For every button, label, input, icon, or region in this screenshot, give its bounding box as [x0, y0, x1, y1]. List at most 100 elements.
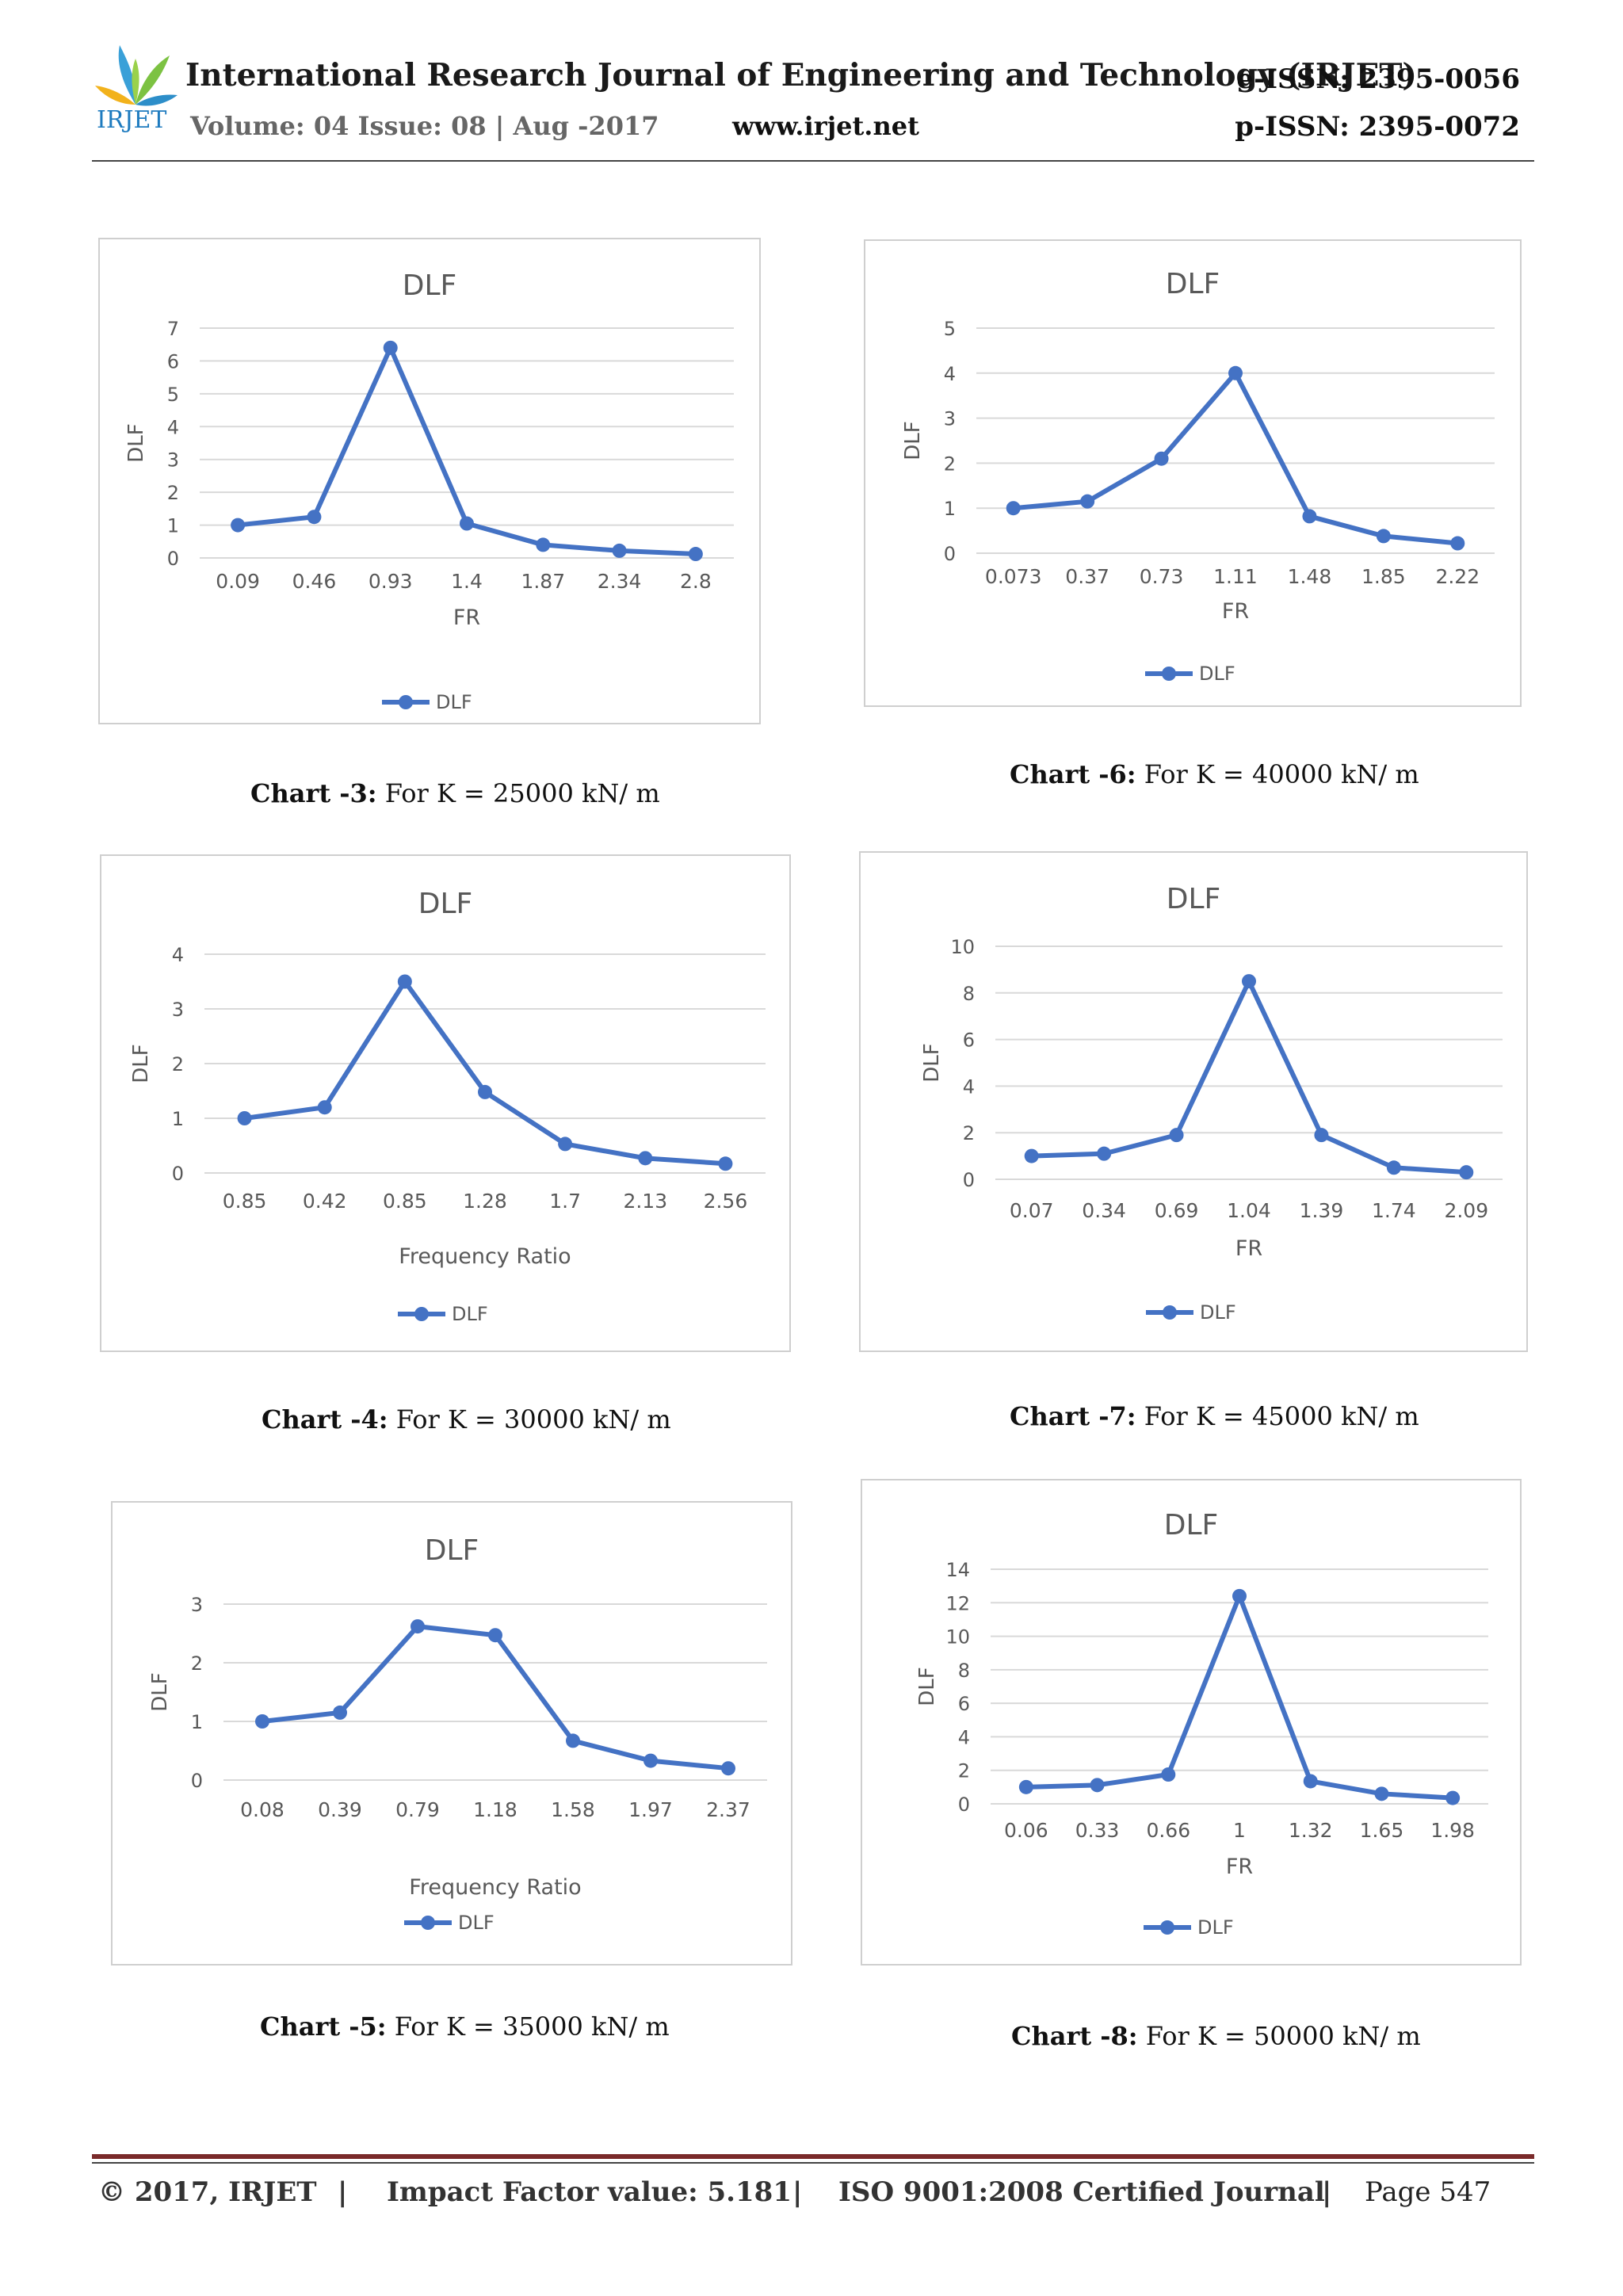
- y-axis-label: DLF: [129, 1044, 153, 1083]
- p-issn: p-ISSN: 2395-0072: [1235, 111, 1520, 143]
- data-point: [1161, 1767, 1176, 1782]
- footer-page-number: Page 547: [1365, 2176, 1491, 2208]
- x-tick-label: 1.97: [628, 1798, 673, 1821]
- y-tick-label: 3: [167, 449, 179, 472]
- y-tick-label: 6: [963, 1030, 975, 1052]
- x-tick-label: 0.42: [303, 1190, 347, 1213]
- caption-chart-8: Chart -8: For K = 50000 kN/ m: [1011, 2021, 1421, 2051]
- logo-text: IRJET: [97, 106, 167, 134]
- y-tick-label: 4: [958, 1726, 970, 1748]
- legend-entry: DLF: [1200, 1301, 1236, 1324]
- footer-rule-thick: [92, 2154, 1534, 2159]
- irjet-logo: IRJET: [92, 41, 179, 144]
- data-point: [1169, 1128, 1184, 1143]
- caption-label: Chart -6:: [1010, 759, 1136, 789]
- chart-title: DLF: [1167, 883, 1220, 915]
- data-point: [1228, 365, 1243, 380]
- caption-chart-3: Chart -3: For K = 25000 kN/ m: [250, 778, 660, 808]
- data-point: [721, 1761, 735, 1776]
- data-point: [460, 516, 474, 531]
- y-tick-label: 0: [172, 1163, 184, 1185]
- footer-separator: |: [1322, 2176, 1332, 2208]
- y-tick-label: 3: [191, 1594, 203, 1616]
- journal-website: www.irjet.net: [732, 111, 919, 141]
- legend-entry: DLF: [452, 1303, 488, 1325]
- legend-marker-icon: [421, 1916, 435, 1930]
- volume-info: Volume: 04 Issue: 08 | Aug -2017: [190, 111, 659, 141]
- y-tick-label: 2: [172, 1053, 184, 1075]
- x-tick-label: 1.18: [473, 1798, 517, 1821]
- legend-marker-icon: [1160, 1920, 1174, 1935]
- data-point: [237, 1111, 252, 1125]
- caption-label: Chart -4:: [262, 1404, 388, 1435]
- y-tick-label: 7: [167, 318, 179, 340]
- caption-chart-4: Chart -4: For K = 30000 kN/ m: [262, 1404, 671, 1435]
- x-tick-label: 1.28: [463, 1190, 507, 1213]
- footer-impact-factor: Impact Factor value: 5.181: [387, 2176, 792, 2208]
- y-tick-label: 10: [945, 1626, 970, 1648]
- x-tick-label: 1: [1233, 1819, 1246, 1842]
- y-tick-label: 8: [958, 1660, 970, 1682]
- data-point: [612, 543, 627, 558]
- y-axis-label: DLF: [901, 421, 925, 460]
- caption-label: Chart -7:: [1010, 1401, 1136, 1431]
- chart-5-box: DLF 0 1 2 3 DLF 0.08 0.39 0.79 1.18 1.58 1.97 2.37 Fr…: [111, 1501, 792, 1966]
- chart-4-box: DLF 0 1 2 3 4 DLF 0.85 0.42 0.85 1.28 1.7 2.13 2.56 Fr…: [100, 854, 791, 1352]
- x-tick-label: 1.58: [551, 1798, 595, 1821]
- x-tick-label: 0.79: [395, 1798, 440, 1821]
- chart-title: DLF: [425, 1534, 479, 1567]
- y-tick-label: 0: [167, 548, 179, 570]
- y-tick-label: 2: [191, 1652, 203, 1675]
- x-tick-label: 0.33: [1075, 1819, 1120, 1842]
- series-line: [262, 1624, 729, 1771]
- y-axis-label: DLF: [915, 1667, 939, 1706]
- data-point: [1242, 974, 1256, 989]
- legend-marker-icon: [1163, 1305, 1177, 1320]
- data-point: [411, 1619, 425, 1634]
- data-point: [688, 547, 703, 562]
- y-tick-label: 5: [944, 318, 956, 340]
- data-point: [307, 510, 322, 525]
- data-point: [317, 1100, 332, 1115]
- caption-text: For K = 30000 kN/ m: [388, 1404, 671, 1435]
- data-point: [536, 537, 551, 552]
- y-tick-label: 5: [167, 384, 179, 406]
- x-tick-label: 0.85: [383, 1190, 427, 1213]
- y-tick-label: 2: [958, 1760, 970, 1782]
- caption-text: For K = 50000 kN/ m: [1137, 2021, 1421, 2051]
- x-axis-label: FR: [453, 606, 480, 630]
- x-tick-label: 2.09: [1444, 1199, 1488, 1222]
- caption-label: Chart -3:: [250, 778, 377, 808]
- data-point: [478, 1084, 492, 1099]
- x-tick-label: 1.32: [1289, 1819, 1333, 1842]
- data-point: [1374, 1786, 1389, 1801]
- y-tick-label: 4: [167, 416, 179, 438]
- footer-copyright: © 2017, IRJET: [98, 2176, 317, 2208]
- x-tick-label: 1.74: [1372, 1199, 1416, 1222]
- legend-entry: DLF: [458, 1912, 495, 1934]
- x-tick-label: 0.07: [1010, 1199, 1054, 1222]
- chart-3-box: DLF 0 1 2 3 4 5 6 7 DLF 0.09 0.46 0.93 1.4 1.87 2.34 2.8…: [98, 238, 761, 724]
- x-tick-label: 2.56: [704, 1190, 748, 1213]
- footer-separator: |: [792, 2176, 803, 2208]
- chart-svg: DLF 0 1 2 3 4 DLF 0.85 0.42 0.85 1.28 1.7 2.13 2.56 Fr…: [129, 888, 766, 1325]
- y-axis-label: DLF: [148, 1672, 172, 1711]
- data-point: [255, 1714, 269, 1729]
- y-tick-label: 6: [167, 350, 179, 372]
- y-tick-label: 1: [191, 1711, 203, 1733]
- y-tick-label: 1: [944, 498, 956, 520]
- chart-8-box: DLF 0 2 4 6 8 10 12 14 DLF 0.06 0.33 0.66 1 1.32 1.65 1.…: [861, 1479, 1522, 1966]
- x-tick-label: 2.34: [598, 570, 642, 593]
- series-line: [1031, 979, 1467, 1175]
- y-axis-label: DLF: [124, 423, 148, 462]
- data-point: [1376, 529, 1391, 544]
- caption-chart-5: Chart -5: For K = 35000 kN/ m: [260, 2011, 670, 2042]
- chart-svg: DLF 0 2 4 6 8 10 12 14 DLF 0.06 0.33 0.66 1 1.32 1.65 1.…: [915, 1509, 1488, 1939]
- header-rule: [92, 160, 1534, 162]
- data-point: [397, 974, 412, 989]
- x-tick-label: 0.46: [292, 570, 337, 593]
- x-tick-label: 2.8: [680, 570, 712, 593]
- caption-chart-6: Chart -6: For K = 40000 kN/ m: [1010, 759, 1419, 789]
- y-tick-label: 0: [958, 1794, 970, 1816]
- x-tick-label: 1.7: [549, 1190, 581, 1213]
